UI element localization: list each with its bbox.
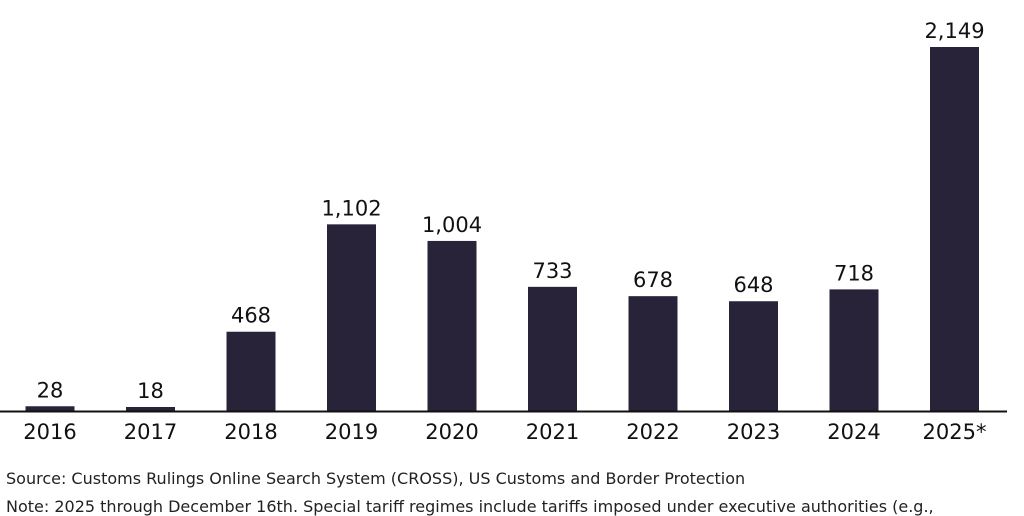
- value-label-2016: 28: [37, 378, 64, 402]
- x-tick-label-2021: 2021: [526, 420, 579, 444]
- bars-layer: [25, 47, 979, 411]
- source-note: Source: Customs Rulings Online Search Sy…: [6, 469, 746, 488]
- value-label-2020: 1,004: [422, 213, 482, 237]
- footnote: Note: 2025 through December 16th. Specia…: [6, 497, 934, 516]
- value-label-2022: 678: [633, 268, 673, 292]
- x-tick-label-2020: 2020: [425, 420, 478, 444]
- bar-2019: [327, 224, 376, 411]
- bar-2024: [829, 289, 879, 411]
- x-tick-labels-layer: 2016 2017 2018 2019 2020 2021 2022 2023 2024 2025…: [23, 420, 986, 444]
- bar-2021: [528, 286, 577, 411]
- bar-2025: [930, 47, 979, 411]
- bar-2022: [628, 296, 678, 411]
- bar-2017: [126, 407, 175, 411]
- x-tick-label-2017: 2017: [124, 420, 177, 444]
- value-label-2017: 18: [137, 379, 164, 403]
- bar-2018: [226, 331, 276, 411]
- x-tick-label-2019: 2019: [325, 420, 378, 444]
- x-tick-label-2023: 2023: [727, 420, 780, 444]
- x-tick-label-2024: 2024: [827, 420, 880, 444]
- x-tick-label-2022: 2022: [626, 420, 679, 444]
- value-label-2024: 718: [834, 261, 874, 285]
- value-label-2019: 1,102: [321, 196, 381, 220]
- value-label-2023: 648: [733, 273, 773, 297]
- value-labels-layer: 28 18 468 1,102 1,004 733 678 648 718 2,149: [37, 19, 985, 403]
- bar-2020: [427, 240, 477, 411]
- value-label-2018: 468: [231, 304, 271, 328]
- value-label-2025: 2,149: [924, 19, 984, 43]
- bar-2016: [25, 406, 75, 411]
- value-label-2021: 733: [532, 259, 572, 283]
- x-tick-label-2018: 2018: [224, 420, 277, 444]
- x-tick-label-2016: 2016: [23, 420, 76, 444]
- bar-2023: [729, 301, 778, 411]
- x-tick-label-2025: 2025*: [923, 420, 987, 444]
